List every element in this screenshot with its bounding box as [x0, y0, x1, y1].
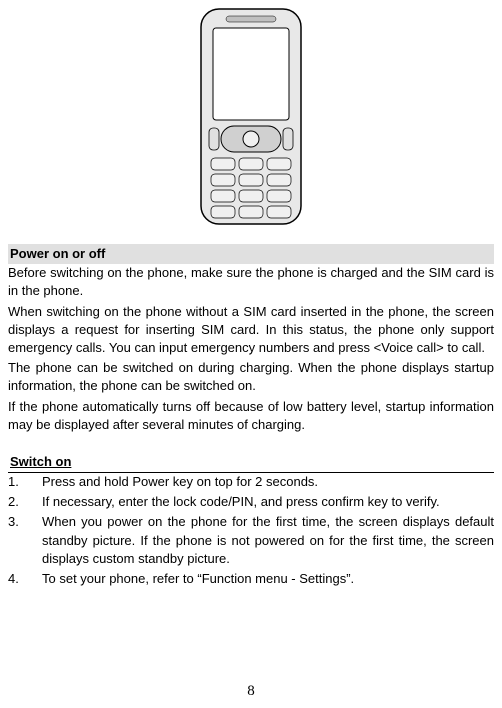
power-para-4: If the phone automatically turns off bec…: [8, 398, 494, 434]
list-text: If necessary, enter the lock code/PIN, a…: [42, 493, 494, 511]
list-number: 1.: [8, 473, 42, 491]
list-text: Press and hold Power key on top for 2 se…: [42, 473, 494, 491]
list-text: To set your phone, refer to “Function me…: [42, 570, 494, 588]
list-number: 4.: [8, 570, 42, 588]
list-number: 3.: [8, 513, 42, 568]
list-item: 1. Press and hold Power key on top for 2…: [8, 473, 494, 491]
list-item: 2. If necessary, enter the lock code/PIN…: [8, 493, 494, 511]
list-item: 3. When you power on the phone for the f…: [8, 513, 494, 568]
power-para-2: When switching on the phone without a SI…: [8, 303, 494, 358]
list-number: 2.: [8, 493, 42, 511]
power-para-3: The phone can be switched on during char…: [8, 359, 494, 395]
phone-svg: [171, 4, 331, 234]
phone-illustration: [8, 0, 494, 242]
list-item: 4. To set your phone, refer to “Function…: [8, 570, 494, 588]
power-para-1: Before switching on the phone, make sure…: [8, 264, 494, 300]
switch-on-list: 1. Press and hold Power key on top for 2…: [8, 473, 494, 588]
power-header: Power on or off: [8, 244, 494, 264]
page-number: 8: [0, 681, 502, 702]
switch-on-header: Switch on: [8, 452, 494, 473]
list-text: When you power on the phone for the firs…: [42, 513, 494, 568]
